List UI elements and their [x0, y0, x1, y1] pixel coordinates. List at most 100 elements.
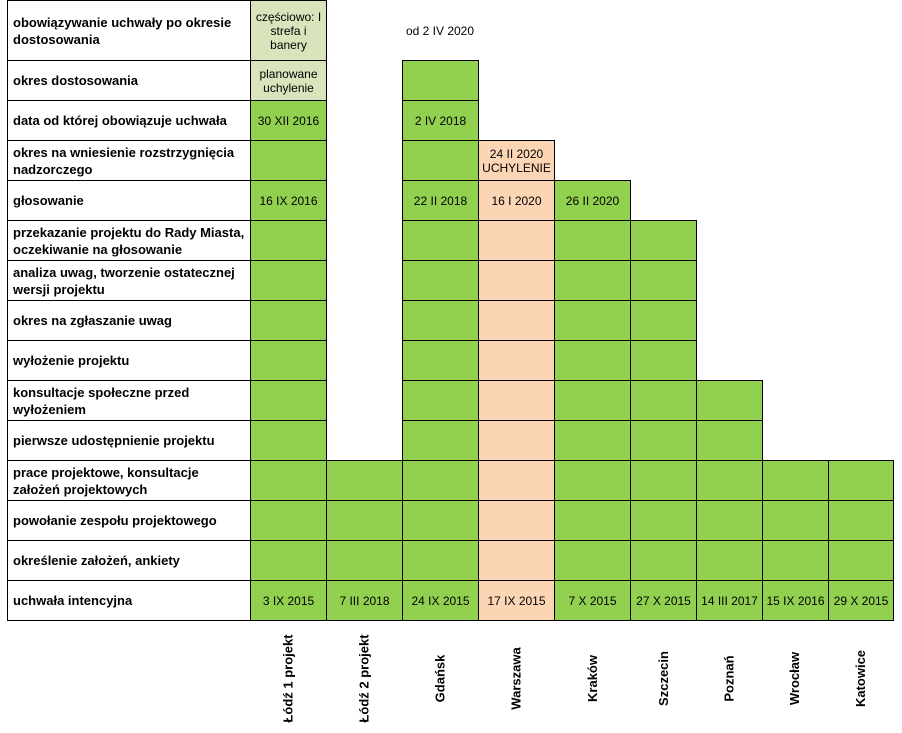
- stage-cell: [250, 220, 327, 261]
- city-name: Warszawa: [508, 646, 524, 710]
- stage-cell: [250, 340, 327, 381]
- stage-cell: 16 IX 2016: [250, 180, 327, 221]
- city-name: Poznań: [721, 654, 737, 702]
- stage-cell: [478, 260, 555, 301]
- city-name: Szczecin: [655, 650, 671, 706]
- stage-cell: 24 IX 2015: [402, 580, 479, 621]
- stage-cell: 29 X 2015: [828, 580, 894, 621]
- stage-cell: [250, 420, 327, 461]
- stage-cell: [478, 340, 555, 381]
- stage-cell: [250, 540, 327, 581]
- stage-cell: [554, 300, 631, 341]
- stage-label: przekazanie projektu do Rady Miasta, ocz…: [7, 220, 251, 261]
- city-name: Kraków: [584, 654, 600, 702]
- stage-cell: [402, 500, 479, 541]
- stage-cell: [630, 220, 697, 261]
- stage-label: wyłożenie projektu: [7, 340, 251, 381]
- stage-cell: [478, 300, 555, 341]
- stage-cell: [402, 220, 479, 261]
- stage-date: 29 X 2015: [833, 593, 889, 608]
- stage-cell: [402, 300, 479, 341]
- stage-cell: [478, 540, 555, 581]
- stage-cell: 3 IX 2015: [250, 580, 327, 621]
- stage-date: 3 IX 2015: [262, 593, 315, 608]
- stage-cell: [762, 500, 829, 541]
- city-column-header: Poznań: [696, 628, 762, 728]
- stage-cell: 27 X 2015: [630, 580, 697, 621]
- stage-cell: [630, 300, 697, 341]
- stage-label: pierwsze udostępnienie projektu: [7, 420, 251, 461]
- stage-date: 2 IV 2018: [414, 113, 467, 128]
- stage-cell: [554, 340, 631, 381]
- stage-cell: [478, 380, 555, 421]
- stage-cell: [554, 380, 631, 421]
- city-name: Gdańsk: [432, 654, 448, 702]
- stage-cell: [762, 460, 829, 501]
- date-note: od 2 IV 2020: [405, 24, 475, 38]
- stage-label: data od której obowiązuje uchwała: [7, 100, 251, 141]
- stage-label: uchwała intencyjna: [7, 580, 251, 621]
- stage-cell: [828, 540, 894, 581]
- stage-cell: [250, 380, 327, 421]
- stage-cell: [554, 260, 631, 301]
- stage-cell: [326, 500, 403, 541]
- stage-date: częściowo: I strefa i banery: [255, 9, 322, 52]
- stage-date: 30 XII 2016: [257, 113, 320, 128]
- stage-cell: [478, 500, 555, 541]
- stage-label: prace projektowe, konsultacje założeń pr…: [7, 460, 251, 501]
- stage-cell: [630, 500, 697, 541]
- stage-date: 14 III 2017: [701, 593, 758, 608]
- stage-cell: [250, 500, 327, 541]
- stage-date: 26 II 2020: [565, 193, 620, 208]
- stage-cell: [696, 460, 763, 501]
- stage-date: 7 III 2018: [339, 593, 390, 608]
- stage-cell: [250, 460, 327, 501]
- stage-cell: [554, 220, 631, 261]
- stage-cell: [696, 540, 763, 581]
- stage-label: analiza uwag, tworzenie ostatecznej wers…: [7, 260, 251, 301]
- city-name: Łódź 1 projekt: [280, 633, 296, 723]
- city-column-header: Katowice: [828, 628, 893, 728]
- stage-label: głosowanie: [7, 180, 251, 221]
- stage-cell: [402, 420, 479, 461]
- stage-label: powołanie zespołu projektowego: [7, 500, 251, 541]
- stage-cell: [402, 460, 479, 501]
- stage-cell: [250, 300, 327, 341]
- stage-cell: [402, 340, 479, 381]
- stage-date: 24 IX 2015: [411, 593, 470, 608]
- city-name: Katowice: [852, 649, 868, 707]
- stage-cell: planowane uchylenie: [250, 60, 327, 101]
- stage-cell: [828, 500, 894, 541]
- stage-cell: [696, 380, 763, 421]
- city-column-header: Warszawa: [478, 628, 554, 728]
- stage-cell: [696, 500, 763, 541]
- stage-cell: [250, 140, 327, 181]
- stage-cell: 15 IX 2016: [762, 580, 829, 621]
- stage-label: obowiązywanie uchwały po okresie dostoso…: [7, 0, 251, 61]
- stage-cell: [402, 60, 479, 101]
- stage-cell: [554, 500, 631, 541]
- stage-cell: [326, 460, 403, 501]
- city-column-header: Wrocław: [762, 628, 828, 728]
- stage-cell: 17 IX 2015: [478, 580, 555, 621]
- stage-cell: [402, 140, 479, 181]
- city-name: Łódź 2 projekt: [356, 633, 372, 723]
- stage-cell: 22 II 2018: [402, 180, 479, 221]
- stage-cell: 24 II 2020 UCHYLENIE: [478, 140, 555, 181]
- stage-cell: 2 IV 2018: [402, 100, 479, 141]
- stage-cell: [696, 420, 763, 461]
- stage-cell: [828, 460, 894, 501]
- stage-cell: [250, 260, 327, 301]
- stage-cell: [402, 380, 479, 421]
- stage-cell: 7 X 2015: [554, 580, 631, 621]
- stage-cell: [554, 540, 631, 581]
- stage-cell: [554, 460, 631, 501]
- stage-date: 15 IX 2016: [766, 593, 825, 608]
- stage-cell: 26 II 2020: [554, 180, 631, 221]
- stage-cell: częściowo: I strefa i banery: [250, 0, 327, 61]
- stage-label: okres na wniesienie rozstrzygnięcia nadz…: [7, 140, 251, 181]
- stage-cell: 7 III 2018: [326, 580, 403, 621]
- stage-cell: 14 III 2017: [696, 580, 763, 621]
- city-column-header: Łódź 1 projekt: [250, 628, 326, 728]
